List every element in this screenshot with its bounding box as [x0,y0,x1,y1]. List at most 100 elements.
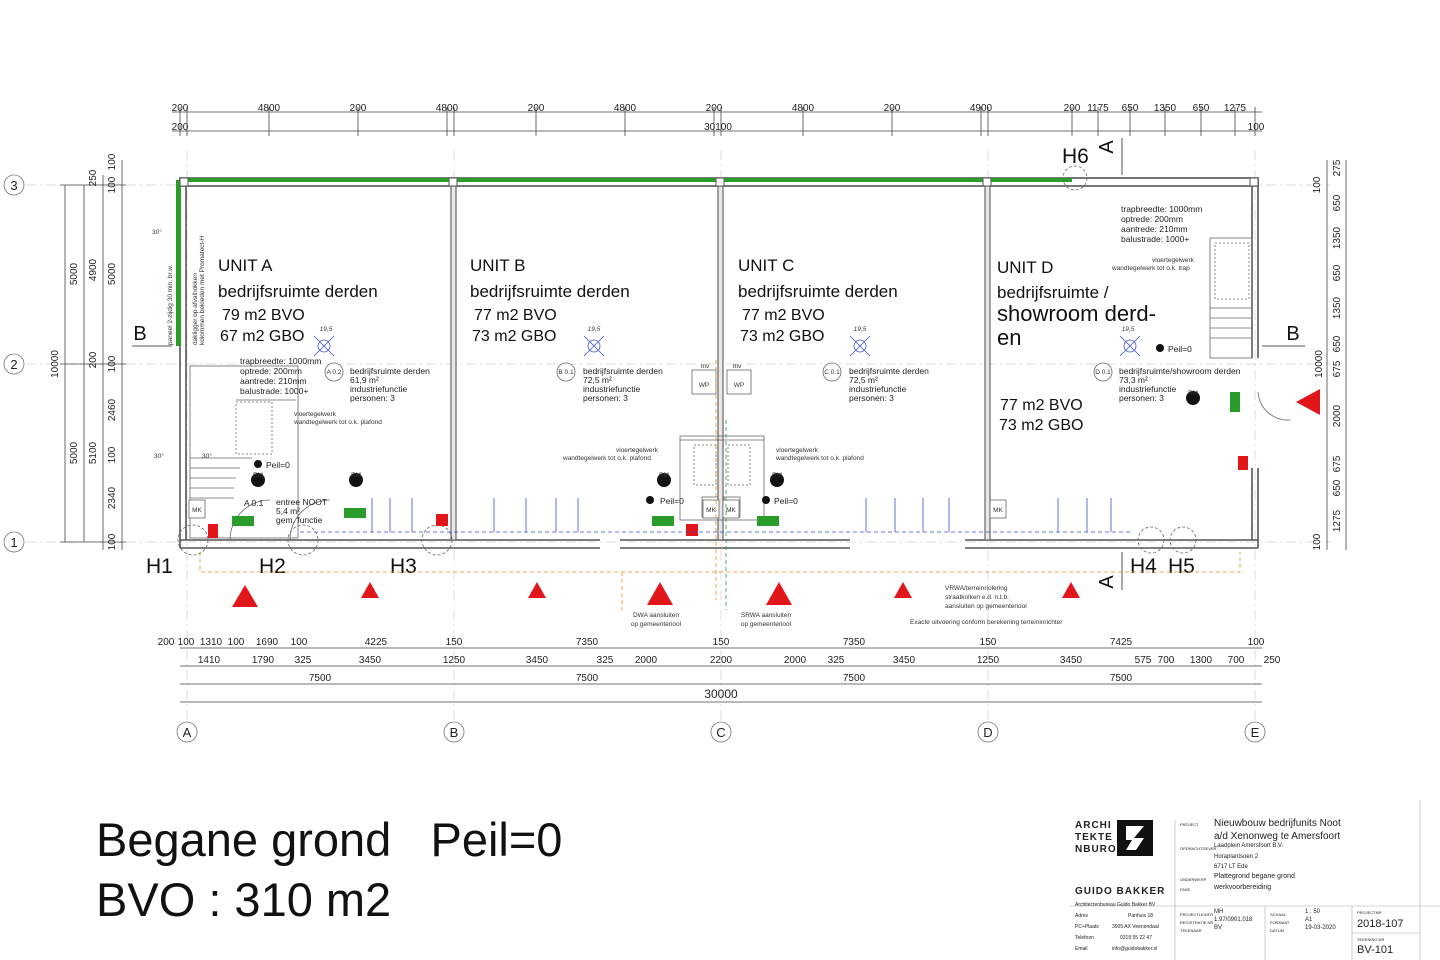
room-b01-l4: personen: 3 [583,393,628,403]
subject-value: Plattegrond begane grond [1214,873,1295,880]
room-a01-l2: 5,4 m² [276,506,300,516]
mk-b: MK [706,507,716,514]
column-mark-h5: H5 [1168,555,1195,578]
unit-d-bvo: 77 m2 BVO [1000,397,1083,414]
room-d01-code: D 0.1 [1095,369,1111,376]
project-line-2: a/d Xenonweg te Amersfoort [1214,831,1341,842]
client-line-2: Horaplantsoen 2 [1214,854,1259,860]
top-dim-1-2: 200 [350,103,367,114]
bottom-dim-2-6: 325 [597,655,614,666]
phase-label: FASE [1180,887,1191,892]
angle-1: 30° [152,228,162,236]
left-dim-c5: 100 [107,446,118,463]
project-label: PROJECT [1180,822,1199,827]
firm-sub: Architectenbureau Guido Bakker BV [1075,902,1156,908]
unit-c-func: bedrijfsruimte derden [738,282,898,301]
mk-d: MK [993,507,1003,514]
rm-5: RM [1188,390,1198,397]
section-marks: B B A A [132,138,1305,590]
smoke-detectors [251,391,1200,487]
unit-c-title: UNIT C [738,256,794,275]
tile-note-b-2: wandtegelwerk tot o.k. plafond [562,455,651,462]
bottom-dim-2-3: 3450 [359,655,382,666]
room-c01-l2: 72,5 m² [849,375,878,385]
subject-label: ONDERWERP [1180,877,1207,882]
top-dimension-row-2: 200 30100 100 [172,122,1265,133]
rm-3: RM [659,472,669,479]
level-markers [254,344,1164,504]
format-label: FORMAAT [1270,920,1290,925]
stair-a-specs: trapbreedte: 1000mm optrede: 200mm aantr… [240,356,321,396]
top-dimension-row-1: 200 4800 200 4800 200 4800 200 4800 200 4900 200 11… [172,103,1247,114]
room-c01-l4: personen: 3 [849,393,894,403]
bottom-dimension-row-3: 7500 7500 7500 7500 [309,673,1133,684]
right-dim-9: 675 [1332,455,1343,472]
caption-line-1: Begane grond Peil=0 [96,813,563,866]
grid-row-labels: 3 2 1 [3,174,25,553]
projnr-label: PROJECTNR [1357,910,1382,915]
room-a01-code: A 0.1 [244,498,264,508]
light-rating-d: 19,5 [1122,326,1135,333]
facade-lights [371,498,1112,532]
bottom-dim-1-5: 100 [291,637,308,648]
bottom-dim-2-12: 1250 [977,655,1000,666]
top-dim-1-8: 200 [884,103,901,114]
room-d01-l4: personen: 3 [1119,393,1164,403]
top-dim-1-4: 200 [528,103,545,114]
unit-partitions [450,185,991,541]
top-dim-1-6: 200 [706,103,723,114]
tile-note-c-1: vloertegelwerk [776,447,819,454]
rm-1: RM [253,472,263,479]
column-mark-h2: H2 [259,555,286,578]
bottom-dimension-lines [180,647,1262,703]
bottom-dim-1-11: 150 [980,637,997,648]
right-dimension-lines [1326,160,1347,550]
angle-3: 30° [202,452,212,460]
rm-2: RM [351,472,361,479]
bottom-dim-2-8: 2200 [710,655,733,666]
bottom-dim-1-12: 7425 [1110,637,1133,648]
stair-a-line-1: trapbreedte: 1000mm [240,356,321,366]
bottom-dim-2-5: 3450 [526,655,549,666]
titleblock-frame [1070,800,1440,960]
room-a02-l4: personen: 3 [350,393,395,403]
unit-c-bvo: 77 m2 BVO [742,307,825,324]
top-dim-2-2: 100 [1248,122,1265,133]
column-mark-h1: H1 [146,555,173,578]
room-b01-l2: 72,5 m² [583,375,612,385]
drawer-label: TEKENAAR [1180,928,1202,933]
wp-b: WP [699,382,709,389]
room-d01-l2: 73,3 m² [1119,375,1148,385]
room-a01-l1: entree NOOT [276,497,327,507]
fire-note-3: kolommen bekleden met Promatect-H [199,236,206,345]
mk-c: MK [726,507,736,514]
fire-equipment [208,456,1248,538]
stair-a-line-4: balustrade: 1000+ [240,386,308,396]
reg-value: 1.97/0901.018 [1214,917,1253,923]
right-dim-10: 650 [1332,479,1343,496]
left-total: 10000 [50,350,61,378]
right-dim-2: 650 [1332,194,1343,211]
mk-a: MK [192,507,202,514]
left-dim-a1: 5000 [69,262,80,285]
right-dim-0: 275 [1332,159,1343,176]
room-a01-l3: gem. functie [276,515,323,525]
grid-col-d: D [983,725,992,740]
unit-d-func-3: en [997,325,1021,350]
angle-2: 30° [154,452,164,460]
leader-value: MH [1214,909,1224,915]
unit-a-bvo: 79 m2 BVO [222,307,305,324]
bottom-dim-2-11: 3450 [893,655,916,666]
reg-label: REGISTRATIE NR [1180,920,1214,925]
bottom-dim-3-2: 7500 [843,673,866,684]
left-dim-b5: 5100 [88,441,99,464]
bottom-dim-1-1: 100 [178,637,195,648]
lighting-fixtures [313,335,1141,357]
left-dim-b6: 2340 [107,486,118,509]
tile-note-d-1: vloertegelwerk [1152,257,1195,264]
right-dim-8: 2000 [1332,404,1343,427]
bottom-dim-2-9: 2000 [784,655,807,666]
grid-row-1: 1 [10,535,17,550]
bottom-dim-2-14: 575 [1135,655,1152,666]
bottom-dim-1-6: 4225 [365,637,388,648]
